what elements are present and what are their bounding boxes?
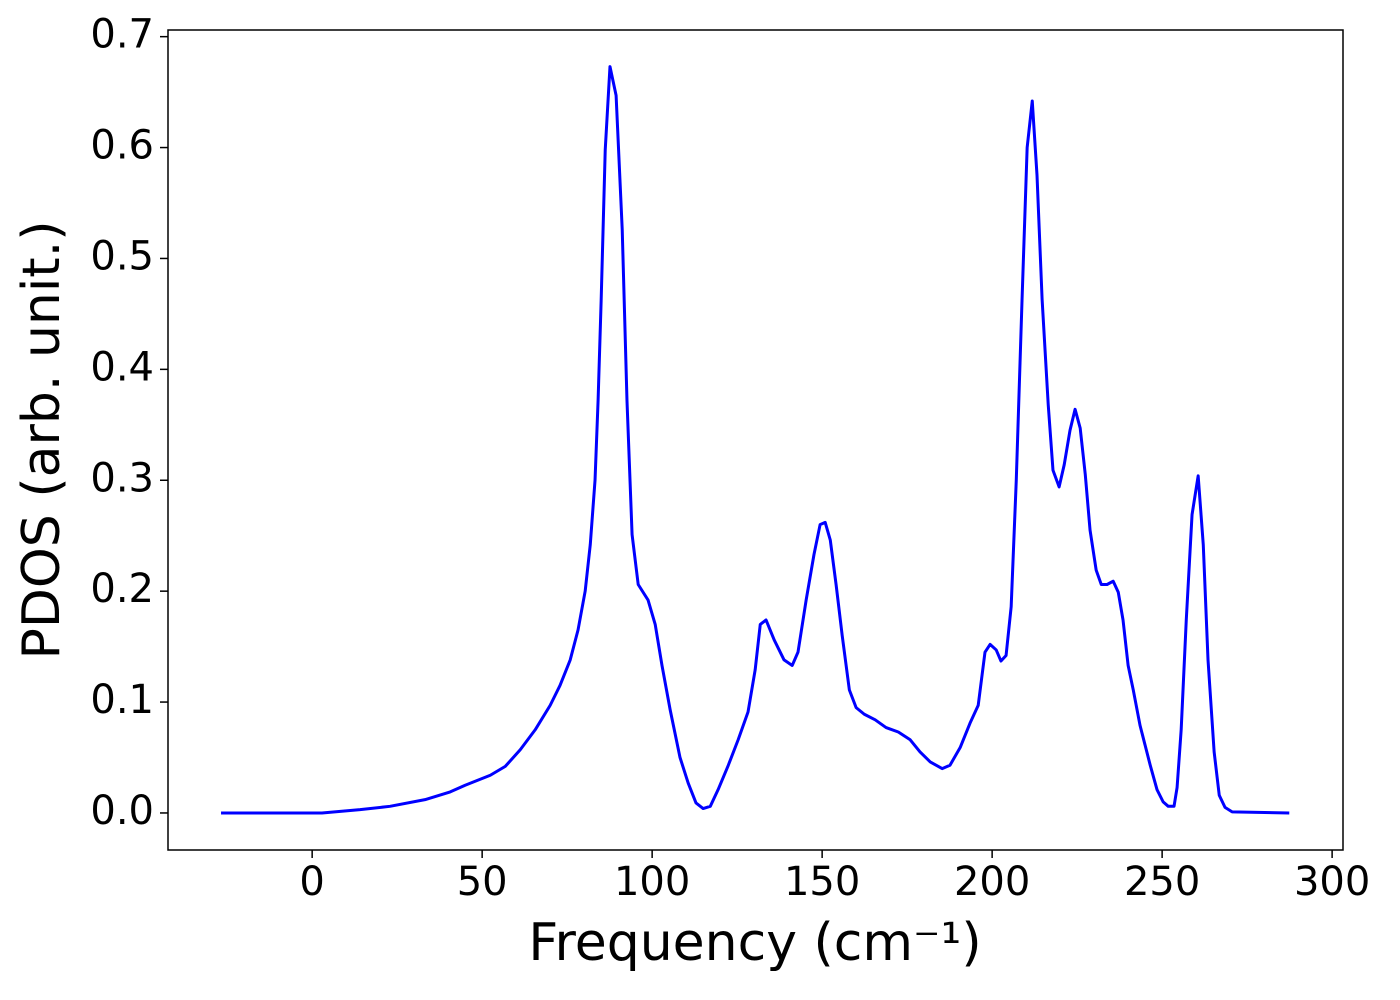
- y-tick-label: 0.7: [90, 12, 154, 58]
- y-tick-label: 0.1: [90, 677, 154, 723]
- x-tick-label: 200: [954, 859, 1030, 905]
- y-tick-label: 0.4: [90, 344, 154, 390]
- y-tick-label: 0.6: [90, 123, 154, 169]
- x-tick-label: 50: [457, 859, 508, 905]
- x-axis-label: Frequency (cm⁻¹): [528, 913, 981, 973]
- x-tick-label: 150: [784, 859, 860, 905]
- y-tick-label: 0.0: [90, 788, 154, 834]
- y-tick-label: 0.2: [90, 566, 154, 612]
- x-tick-label: 300: [1294, 859, 1370, 905]
- pdos-line: [221, 65, 1290, 815]
- y-axis-label: PDOS (arb. unit.): [12, 220, 72, 659]
- y-tick-label: 0.3: [90, 455, 154, 501]
- x-tick-label: 0: [299, 859, 324, 905]
- x-tick-label: 100: [614, 859, 690, 905]
- x-tick-label: 250: [1124, 859, 1200, 905]
- plot-frame: [167, 29, 1344, 851]
- y-tick-label: 0.5: [90, 233, 154, 279]
